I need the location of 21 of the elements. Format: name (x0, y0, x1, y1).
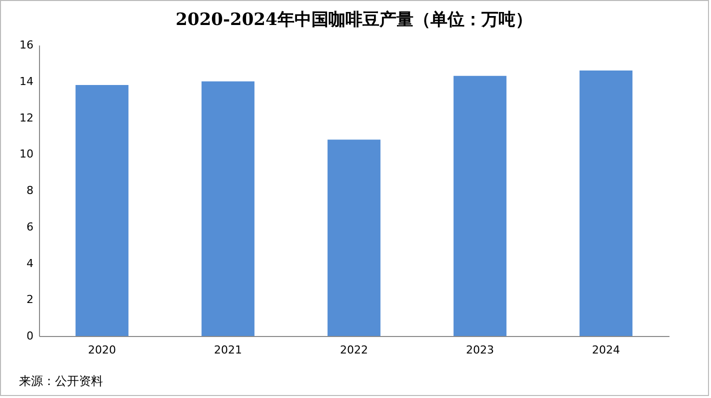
y-tick-label: 4 (26, 256, 34, 270)
y-tick-label: 2 (26, 293, 34, 306)
x-tick-label: 2024 (592, 344, 620, 356)
y-tick-label: 0 (26, 330, 34, 342)
y-tick-label: 16 (20, 38, 34, 52)
y-tick-label: 8 (26, 184, 34, 197)
x-tick-label: 2020 (88, 344, 116, 356)
y-tick-label: 10 (20, 148, 34, 161)
x-tick-label: 2023 (466, 344, 494, 356)
y-tick-label: 14 (20, 74, 34, 88)
source-note: 来源：公开资料 (19, 373, 103, 390)
bar (454, 76, 506, 336)
y-tick-label: 12 (20, 111, 34, 124)
x-tick-label: 2021 (214, 344, 242, 356)
bar (580, 70, 632, 336)
bar (76, 85, 128, 336)
bar (202, 81, 254, 336)
chart-title: 2020-2024年中国咖啡豆产量（单位：万吨） (176, 10, 532, 30)
y-tick-label: 6 (26, 220, 34, 234)
bar (328, 140, 380, 336)
x-tick-label: 2022 (340, 344, 368, 356)
